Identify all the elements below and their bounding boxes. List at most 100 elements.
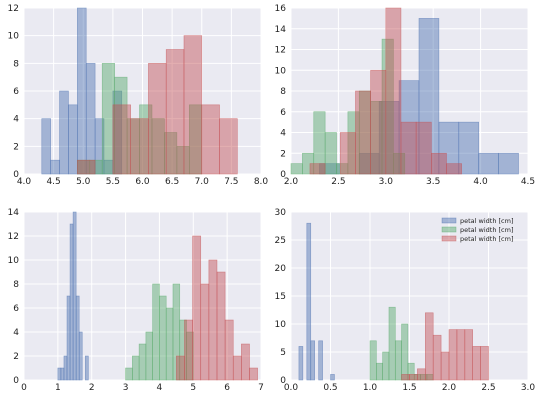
histogram-bar: [446, 163, 462, 175]
histogram-bar: [432, 334, 442, 381]
y-tick-label: 2: [13, 352, 19, 362]
histogram-bar: [200, 283, 210, 381]
histogram-panel-petal-width: 0.0 0.5 1.0 1.5 2.0 2.5 3.0 0 5 10 15 20 25 30 petal w…: [275, 208, 536, 393]
x-tick-label: 2.0: [284, 177, 299, 187]
histogram-bar: [130, 118, 149, 175]
y-tick-label: 6: [13, 304, 19, 314]
y-tick-label: 0: [13, 376, 19, 386]
y-tick-label: 4: [280, 129, 286, 139]
x-tick-label: 1.5: [402, 383, 416, 393]
histogram-bar: [382, 351, 390, 381]
series-1: [369, 306, 434, 381]
x-tick-label: 3.0: [379, 177, 394, 187]
histogram-bar: [324, 132, 337, 175]
series-0: [57, 211, 89, 381]
y-tick-label: 12: [275, 46, 286, 56]
histogram-bar: [41, 118, 51, 175]
x-tick-label: 0.5: [323, 383, 337, 393]
x-tick-label: 4.0: [17, 177, 32, 187]
x-tick-label: 0.0: [284, 383, 299, 393]
histogram-bar: [84, 355, 89, 381]
y-tick-label: 15: [275, 292, 286, 302]
histogram-bar: [456, 329, 466, 381]
histogram-bar: [400, 121, 417, 175]
histogram-bar: [369, 340, 377, 381]
histogram-bar: [77, 159, 96, 175]
y-tick-label: 30: [275, 208, 287, 218]
series-2: [401, 312, 489, 381]
histogram-bar: [68, 104, 78, 175]
histogram-bar: [394, 340, 402, 381]
x-tick-label: 1.0: [363, 383, 378, 393]
histogram-bar: [306, 222, 312, 381]
histogram-bar: [458, 121, 480, 175]
y-tick-label: 0: [280, 170, 286, 180]
x-tick-label: 4.0: [473, 177, 488, 187]
y-tick-label: 8: [13, 59, 19, 69]
x-tick-label: 4.5: [46, 177, 60, 187]
histogram-bar: [201, 104, 220, 175]
y-tick-label: 5: [280, 348, 286, 358]
legend-swatch: [441, 226, 457, 233]
y-tick-label: 6: [280, 108, 286, 118]
histogram-panel-sepal-width: 2.0 2.5 3.0 3.5 4.0 4.5 0 2 4 6 8 10 12 14 16: [275, 4, 536, 187]
histogram-bar: [60, 367, 65, 381]
histogram-bar: [415, 121, 432, 175]
legend-label: petal width [cm]: [460, 235, 514, 243]
y-tick-label: 12: [8, 232, 19, 242]
x-tick-label: 2: [89, 383, 95, 393]
plot-area: [24, 212, 261, 380]
x-tick-label: 5.5: [106, 177, 120, 187]
x-tick-label: 7: [258, 383, 264, 393]
histogram-bar: [249, 367, 258, 381]
x-tick-label: 3.0: [521, 383, 536, 393]
histogram-bar: [75, 295, 80, 381]
x-tick-label: 5: [190, 383, 196, 393]
histogram-bar: [424, 312, 434, 381]
legend-swatch: [441, 235, 457, 242]
y-tick-label: 10: [8, 32, 20, 42]
y-tick-label: 12: [8, 4, 19, 14]
histogram-bar: [401, 374, 410, 381]
series-2: [309, 7, 462, 175]
histogram-bar: [241, 343, 250, 381]
series-2: [176, 235, 258, 381]
series-1: [125, 283, 194, 381]
histogram-panel-sepal-length: 4.0 4.5 5.0 5.5 6.0 6.5 7.0 7.5 8.0 0 2 4 6 8 10 12: [8, 4, 269, 187]
histogram-bar: [409, 374, 418, 381]
histogram-bar: [125, 367, 133, 381]
x-tick-label: 6.0: [135, 177, 150, 187]
histogram-bar: [339, 132, 356, 175]
y-tick-label: 16: [275, 4, 287, 14]
histogram-bar: [77, 7, 87, 175]
x-tick-label: 3: [123, 383, 129, 393]
histogram-bar: [498, 152, 519, 175]
y-tick-label: 8: [13, 280, 19, 290]
histogram-bar: [355, 90, 371, 175]
histogram-bar: [401, 323, 409, 381]
histogram-bar: [132, 355, 140, 381]
histogram-bar: [69, 223, 74, 381]
histogram-bar: [192, 235, 202, 381]
histogram-bar: [66, 295, 71, 381]
x-tick-label: 8.0: [254, 177, 269, 187]
y-tick-label: 6: [13, 87, 19, 97]
x-tick-label: 4: [157, 383, 163, 393]
x-tick-label: 6.5: [165, 177, 179, 187]
histogram-bar: [370, 69, 387, 175]
histogram-bar: [85, 63, 96, 175]
histogram-bar: [72, 211, 77, 381]
histogram-bar: [290, 163, 303, 175]
histogram-bar: [165, 307, 174, 381]
histogram-bar: [440, 351, 450, 381]
y-tick-label: 0: [13, 170, 19, 180]
y-tick-label: 10: [8, 256, 20, 266]
y-tick-label: 2: [280, 149, 286, 159]
x-tick-label: 5.0: [76, 177, 91, 187]
y-tick-label: 2: [13, 142, 19, 152]
histogram-bar: [431, 152, 447, 175]
histogram-bar: [309, 163, 326, 175]
histogram-bar: [216, 271, 226, 381]
